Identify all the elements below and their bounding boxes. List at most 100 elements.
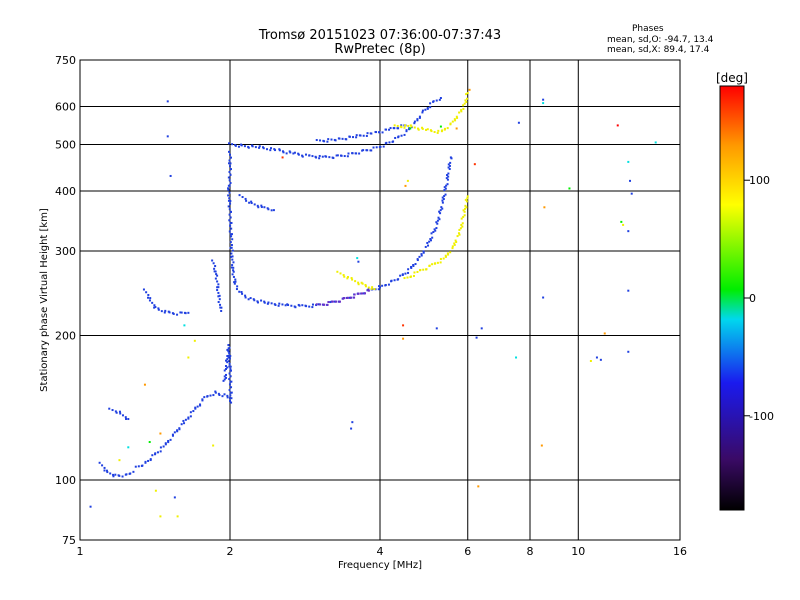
data-point — [173, 431, 176, 434]
data-point — [460, 223, 463, 226]
data-point — [432, 231, 435, 234]
data-point — [589, 360, 592, 363]
data-point — [263, 300, 266, 303]
data-point — [230, 227, 233, 230]
data-point — [464, 99, 467, 102]
data-point — [426, 241, 429, 244]
data-point — [245, 199, 248, 202]
data-point — [281, 150, 284, 153]
data-point — [428, 240, 431, 243]
data-point — [326, 303, 329, 306]
data-point — [278, 148, 281, 151]
data-point — [446, 252, 449, 255]
data-point — [462, 104, 465, 107]
data-point — [164, 443, 167, 446]
x-tick-label: 6 — [464, 545, 471, 558]
colorbar-ticks: 100 0 -100 — [744, 174, 774, 423]
data-point — [118, 410, 121, 413]
data-point — [409, 124, 412, 127]
data-point — [463, 210, 466, 213]
data-point — [402, 324, 405, 327]
data-point — [356, 257, 359, 260]
data-point — [213, 270, 216, 273]
data-point — [229, 399, 232, 402]
data-point — [389, 127, 392, 130]
data-point — [228, 383, 231, 386]
data-point — [143, 383, 146, 386]
data-point — [355, 134, 358, 137]
data-point — [424, 245, 427, 248]
data-point — [420, 253, 423, 256]
data-point — [254, 146, 257, 149]
data-point — [267, 208, 270, 211]
axis-ticks: 1 2 4 6 8 10 16 75 100 200 300 400 500 600 750 — [55, 54, 687, 558]
data-point — [327, 138, 330, 141]
data-point — [352, 136, 355, 139]
data-point — [461, 225, 464, 228]
data-point — [247, 298, 250, 301]
data-point — [432, 100, 435, 103]
data-point — [234, 280, 237, 283]
data-point — [159, 450, 162, 453]
data-point — [267, 301, 270, 304]
data-point — [422, 268, 425, 271]
data-point — [176, 429, 179, 432]
data-point — [173, 496, 176, 499]
x-tick-label: 2 — [227, 545, 234, 558]
data-point — [420, 254, 423, 257]
data-point — [436, 222, 439, 225]
data-point — [289, 151, 292, 154]
data-point — [233, 282, 236, 285]
data-point — [454, 239, 457, 242]
data-point — [278, 302, 281, 305]
data-point — [654, 141, 657, 144]
data-point — [449, 251, 452, 254]
data-point — [250, 202, 253, 205]
data-point — [227, 354, 230, 357]
data-point — [192, 410, 195, 413]
data-point — [114, 473, 117, 476]
data-point — [446, 174, 449, 177]
data-point — [147, 459, 150, 462]
data-point — [270, 302, 273, 305]
data-point — [404, 124, 407, 127]
data-point — [183, 422, 186, 425]
data-point — [229, 153, 231, 156]
data-point — [311, 303, 314, 306]
data-point — [231, 258, 234, 261]
data-point — [342, 274, 345, 277]
data-point — [272, 209, 275, 212]
data-point — [184, 418, 187, 421]
data-point — [214, 270, 217, 273]
data-point — [229, 375, 232, 378]
phase-o-stats: mean, sd,O: -94.7, 13.4 — [607, 35, 714, 45]
data-point — [422, 250, 425, 253]
data-point — [258, 145, 261, 148]
chart-title: Tromsø 20151023 07:36:00-07:37:43 — [258, 28, 502, 43]
data-point — [252, 298, 255, 301]
data-point — [142, 288, 145, 291]
data-point — [226, 354, 229, 357]
chart-subtitle: RwPretec (8p) — [334, 42, 426, 57]
data-point — [629, 179, 632, 182]
data-point — [217, 283, 220, 286]
data-point — [405, 130, 408, 133]
data-point — [226, 396, 229, 399]
data-point — [164, 309, 167, 312]
data-point — [407, 268, 410, 271]
data-point — [462, 215, 465, 218]
data-point — [357, 283, 360, 286]
data-point — [229, 222, 232, 225]
data-point — [228, 389, 231, 392]
data-point — [319, 303, 322, 306]
data-point — [225, 376, 228, 379]
data-point — [244, 197, 247, 200]
data-point — [331, 300, 334, 303]
x-tick-label: 10 — [571, 545, 585, 558]
data-point — [370, 287, 373, 290]
data-point — [121, 475, 124, 478]
data-point — [379, 145, 382, 148]
data-point — [363, 292, 366, 295]
data-point — [118, 474, 121, 477]
data-point — [124, 416, 127, 419]
